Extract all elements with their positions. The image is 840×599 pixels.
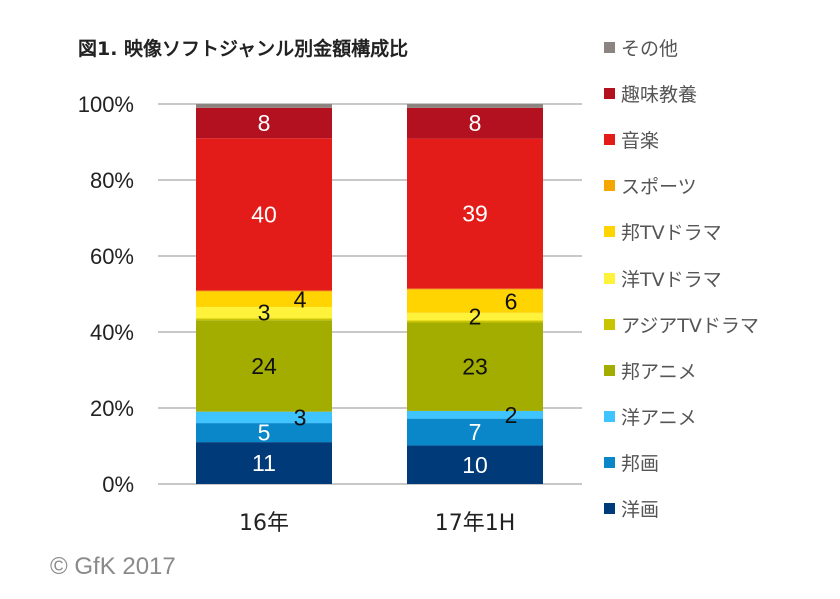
data-label: 3 [258,300,271,326]
legend-swatch [604,503,615,514]
data-label: 5 [258,420,271,446]
data-label: 23 [462,354,488,380]
legend-swatch [604,456,615,468]
legend-label: 邦アニメ [621,360,697,383]
data-label: 2 [469,304,482,330]
bar-segment [407,322,543,411]
bar-segment [407,107,543,139]
bar-segment [407,312,543,321]
legend-label: 音楽 [621,130,660,153]
legend-swatch [604,42,615,53]
data-label: 24 [251,353,277,379]
legend-label: アジアTVドラマ [621,314,759,337]
legend-item: その他 [604,34,678,61]
data-label: 7 [469,419,482,445]
y-tick-label: 100% [78,92,134,117]
bar-segment [407,138,543,289]
bar-segment [407,445,543,484]
data-label: 4 [294,286,307,312]
legend-item: 洋画 [604,495,659,522]
legend-swatch [604,180,615,192]
legend-swatch [604,410,615,422]
legend-item: 洋TVドラマ [604,265,722,292]
bar-segment [407,410,543,419]
legend-item: 洋アニメ [604,403,697,430]
legend-item: 邦画 [604,449,659,476]
legend-swatch [604,318,615,330]
legend-item: アジアTVドラマ [604,311,759,338]
bar-segment [407,104,543,108]
legend-item: 趣味教養 [604,80,697,107]
data-label: 40 [251,201,277,227]
legend-swatch [604,364,615,376]
legend-label: スポーツ [621,176,697,199]
bar-segment [407,288,543,290]
legend-item: スポーツ [604,172,697,199]
x-category-label: 17年1H [435,511,516,536]
bar-segment [407,289,543,313]
bar-segment [407,418,543,446]
legend-label: 洋画 [621,499,660,521]
bar-segment [196,320,332,412]
data-label: 39 [462,201,488,227]
legend-item: 音楽 [604,126,659,153]
copyright: © GfK 2017 [50,553,176,580]
legend-swatch [604,272,615,284]
bar-segment [196,423,332,443]
legend-label: 趣味教養 [621,84,698,107]
legend-label: その他 [621,38,679,60]
data-label: 8 [469,110,482,136]
legend-label: 洋TVドラマ [621,268,722,291]
bar-segment [196,138,332,291]
legend-swatch [604,226,615,238]
bar-segment [196,290,332,292]
legend-item: 邦アニメ [604,357,697,384]
y-tick-label: 40% [90,320,134,345]
x-category-label: 16年 [239,511,289,536]
legend-item: 邦TVドラマ [604,218,722,245]
data-label: 3 [294,404,307,430]
data-label: 6 [505,288,518,314]
bar-segment [196,104,332,108]
legend-label: 邦画 [621,452,660,475]
bar-segment [196,306,332,319]
bar-segment [196,107,332,139]
data-label: 8 [258,110,271,136]
y-tick-label: 80% [90,168,134,193]
legend-swatch [604,134,615,146]
data-label: 2 [505,402,518,428]
bar-segment [407,320,543,323]
bar-segment [196,291,332,307]
bar-segment [196,442,332,484]
legend-label: 邦TVドラマ [621,222,722,245]
bar-segment [196,411,332,424]
y-tick-label: 0% [102,472,134,497]
chart-title: 図1. 映像ソフトジャンル別金額構成比 [78,38,409,60]
bar-segment [196,318,332,321]
y-tick-label: 20% [90,396,134,421]
data-label: 10 [462,452,488,478]
legend-label: 洋アニメ [621,406,697,429]
y-tick-label: 60% [90,244,134,269]
data-label: 11 [252,450,276,476]
legend-swatch [604,88,615,100]
